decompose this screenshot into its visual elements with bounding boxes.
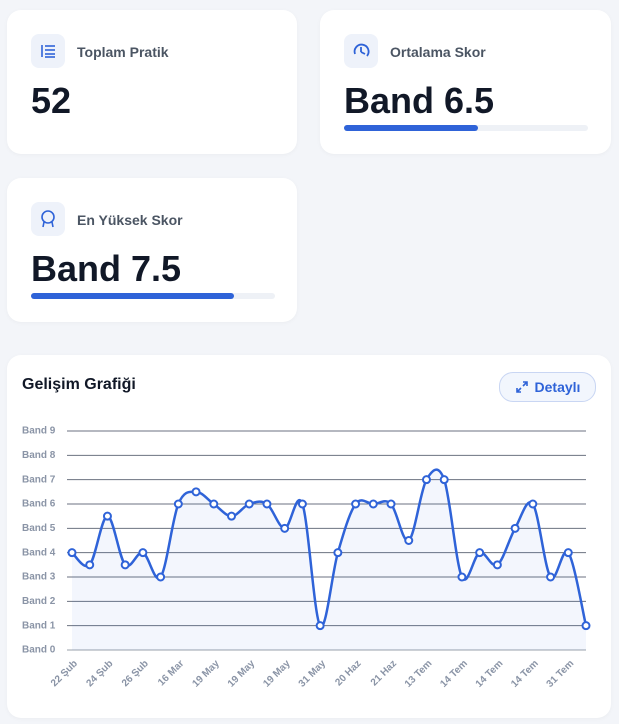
point [386,499,396,509]
y-tick-label: Band 8 [22,450,56,461]
x-tick-label: 19 May [190,658,222,690]
y-tick-label: Band 1 [22,620,56,631]
stat-card: Toplam Pratik 52 [7,10,297,154]
x-tick-label: 24 Şub [84,658,115,689]
point [156,572,166,582]
x-tick-label: 19 May [226,658,258,690]
x-tick-label: 26 Şub [120,658,151,689]
progress-bar [344,125,479,131]
point [333,548,343,558]
x-tick-label: 31 Tem [545,658,577,690]
point [581,621,591,631]
point [546,572,556,582]
icon [344,34,378,68]
point [227,511,237,521]
y-tick-label: Band 6 [22,499,56,510]
point [315,621,325,631]
point [563,548,573,558]
chart: Gelişim Grafiği Band 0 Band 1 Band 2 Band 3… [22,376,591,690]
point [67,548,77,558]
area [72,469,586,650]
icon-svg [41,45,55,58]
y-tick-label: Band 3 [22,572,56,583]
point [280,523,290,533]
progress-track [344,125,588,131]
stat-value: Band 7.5 [31,248,182,289]
point [457,572,467,582]
point [528,499,538,509]
y-tick-label: Band 7 [22,474,56,485]
icon [31,34,65,68]
stat-value: 52 [31,80,72,121]
stat-label: En Yüksek Skor [77,212,183,228]
y-tick-label: Band 5 [22,523,56,534]
point [209,499,219,509]
point [102,511,112,521]
icon-svg [41,210,55,228]
y-tick-label: Band 4 [22,547,56,558]
point [120,560,130,570]
point [191,487,201,497]
chart-card: Gelişim Grafiği Band 0 Band 1 Band 2 Band 3… [7,355,611,718]
x-tick-label: 20 Haz [333,658,363,688]
x-tick-label: 31 May [297,658,329,690]
details-button[interactable]: Detaylı [499,372,596,402]
y-tick-label: Band 9 [22,426,56,437]
x-tick-label: 22 Şub [49,658,80,689]
point [297,499,307,509]
point [262,499,272,509]
point [404,536,414,545]
point [85,560,95,570]
point [244,499,254,509]
point [368,499,378,509]
stat-label: Ortalama Skor [390,44,486,60]
x-tick-label: 13 Tem [403,658,435,690]
progress-track [31,293,275,299]
point [138,548,148,558]
y-tick-label: Band 0 [22,645,56,656]
icon [31,202,65,236]
icon-svg [353,43,370,57]
x-tick-label: 21 Haz [369,658,399,688]
point [439,475,449,485]
point [492,560,502,570]
point [475,548,485,558]
y-tick-label: Band 2 [22,596,56,607]
chart-title: Gelişim Grafiği [22,376,136,393]
progress-bar [31,293,234,299]
x-tick-label: 14 Tem [509,658,541,690]
stat-card: Ortalama Skor Band 6.5 [320,10,611,154]
x-tick-label: 16 Mar [156,658,186,688]
x-tick-label: 19 May [261,658,293,690]
point [351,499,361,509]
button-label: Detaylı [534,379,581,395]
point [421,475,431,485]
expand-icon [515,381,528,393]
stat-value: Band 6.5 [344,80,495,121]
point [510,523,520,533]
x-tick-label: 14 Tem [438,658,470,690]
x-tick-label: 14 Tem [474,658,506,690]
stat-label: Toplam Pratik [77,44,169,60]
stat-card: En Yüksek Skor Band 7.5 [7,178,297,322]
point [173,499,183,509]
